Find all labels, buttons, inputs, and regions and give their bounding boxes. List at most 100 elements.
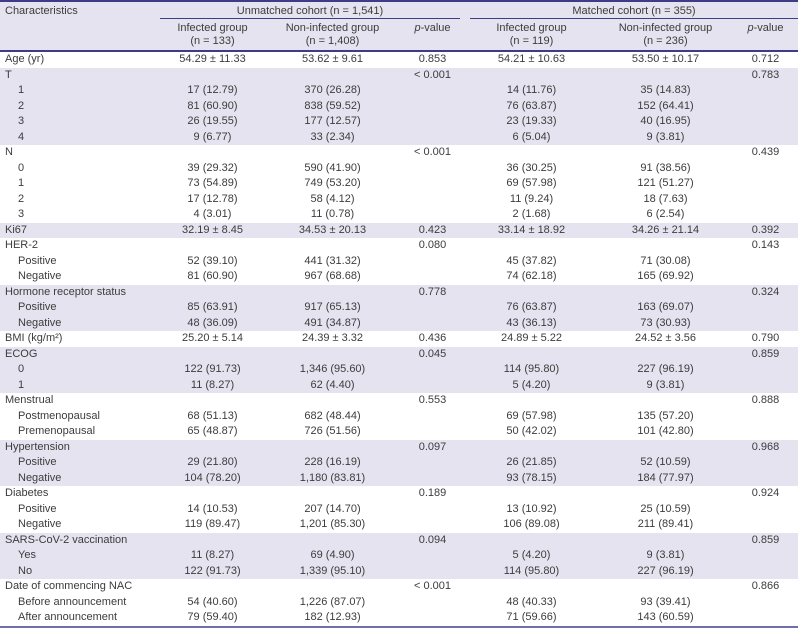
value-cell: 967 (68.68) xyxy=(304,270,361,282)
row-label: Negative xyxy=(18,518,62,530)
value-cell: 1,180 (83.81) xyxy=(265,470,400,486)
table-row: 2 81 (60.90) 838 (59.52) 76 (63.87) 152 (64.… xyxy=(0,98,798,114)
value-cell: 163 (69.07) xyxy=(598,300,733,316)
value-cell: 1,226 (87.07) xyxy=(299,595,366,608)
table-row: Postmenopausal 68 (51.13) 682 (48.44) 69 (5… xyxy=(0,409,798,425)
value-cell: 11 (8.27) xyxy=(160,377,265,393)
value-cell: 54.21 ± 10.63 xyxy=(497,53,566,65)
row-label: N xyxy=(5,146,13,158)
value-cell xyxy=(733,98,798,114)
value-cell: 26 (19.55) xyxy=(160,114,265,130)
value-cell: 4 (3.01) xyxy=(193,208,232,220)
row-label: Hormone receptor status xyxy=(0,284,160,300)
value-cell xyxy=(733,269,798,285)
value-cell: 0.423 xyxy=(400,222,465,238)
value-cell: 370 (26.28) xyxy=(265,83,400,99)
value-cell: 121 (51.27) xyxy=(637,177,694,189)
value-cell xyxy=(160,579,265,595)
value-cell xyxy=(265,486,400,502)
value-cell: 1,201 (85.30) xyxy=(299,518,366,530)
table-row: No 122 (91.73) 1,339 (95.10) 114 (95.80) 227… xyxy=(0,563,798,579)
value-cell xyxy=(400,192,465,208)
value-cell: 68 (51.13) xyxy=(187,409,238,422)
row-label: Premenopausal xyxy=(18,425,96,437)
value-cell xyxy=(733,300,798,316)
value-cell: 9 (6.77) xyxy=(160,129,265,145)
value-cell: 5 (4.20) xyxy=(465,377,598,393)
value-cell: 76 (63.87) xyxy=(465,98,598,114)
value-cell xyxy=(733,114,798,130)
value-cell: 35 (14.83) xyxy=(598,83,733,99)
value-cell: 917 (65.13) xyxy=(265,300,400,316)
row-label: HER-2 xyxy=(5,239,39,251)
value-cell xyxy=(400,161,465,177)
group-header-line1: Non-infected group xyxy=(285,22,380,34)
value-cell: 62 (4.40) xyxy=(265,377,400,393)
row-label: Yes xyxy=(0,548,160,564)
value-cell: 182 (12.93) xyxy=(304,611,361,623)
value-cell xyxy=(465,532,598,548)
value-cell: 0.778 xyxy=(400,284,465,300)
value-cell: 29 (21.80) xyxy=(160,455,265,471)
value-cell: 73 (30.93) xyxy=(598,315,733,331)
table-row: 3 26 (19.55) 177 (12.57) 23 (19.33) 40 (16.9… xyxy=(0,114,798,130)
value-cell xyxy=(598,346,733,362)
value-cell xyxy=(733,377,798,393)
value-cell xyxy=(160,238,265,254)
value-cell xyxy=(465,284,598,300)
table-row: Positive 85 (63.91) 917 (65.13) 76 (63.87) 1… xyxy=(0,300,798,316)
value-cell xyxy=(400,315,465,331)
value-cell: 228 (16.19) xyxy=(265,455,400,471)
table-row: Diabetes 0.189 0.924 xyxy=(0,486,798,502)
table-row: Age (yr) 54.29 ± 11.33 53.62 ± 9.61 0.853 54… xyxy=(0,51,798,68)
group-header-line2: (n = 236) xyxy=(643,35,688,47)
value-cell: 52 (10.59) xyxy=(598,455,733,471)
value-cell: 71 (30.08) xyxy=(640,254,691,267)
row-label: T xyxy=(0,67,160,83)
value-cell: 5 (4.20) xyxy=(465,548,598,564)
value-cell: 152 (64.41) xyxy=(598,98,733,114)
value-cell: 0.853 xyxy=(418,53,447,65)
value-cell: 43 (36.13) xyxy=(465,315,598,331)
cohort-header-row: Characteristics Unmatched cohort (n = 1,… xyxy=(0,1,798,52)
value-cell: 0.189 xyxy=(418,487,447,499)
value-cell xyxy=(733,362,798,378)
value-cell: 0.968 xyxy=(733,439,798,455)
value-cell: 25.20 ± 5.14 xyxy=(181,332,244,344)
value-cell xyxy=(265,532,400,548)
value-cell xyxy=(733,176,798,192)
value-cell: 40 (16.95) xyxy=(598,114,733,130)
value-cell xyxy=(733,161,798,177)
value-cell xyxy=(598,393,733,409)
value-cell: 1,346 (95.60) xyxy=(265,362,400,378)
value-cell xyxy=(160,145,265,161)
table-header: Characteristics Unmatched cohort (n = 1,… xyxy=(0,1,798,52)
value-cell: 24.52 ± 3.56 xyxy=(634,332,697,344)
value-cell: 65 (48.87) xyxy=(187,425,238,437)
value-cell xyxy=(733,424,798,440)
value-cell: 135 (57.20) xyxy=(637,409,694,422)
table-row: Menstrual 0.553 0.888 xyxy=(0,393,798,409)
value-cell: 726 (51.56) xyxy=(304,425,361,437)
value-cell xyxy=(400,455,465,471)
row-label: Negative xyxy=(0,470,160,486)
value-cell: 104 (78.20) xyxy=(160,470,265,486)
value-cell xyxy=(733,595,798,611)
value-cell: 227 (96.19) xyxy=(598,362,733,378)
value-cell xyxy=(733,207,798,223)
value-cell: 36 (30.25) xyxy=(506,161,557,174)
group-header-line1: Infected group xyxy=(177,22,248,34)
value-cell: 48 (40.33) xyxy=(506,595,557,608)
table-row: 1 73 (54.89) 749 (53.20) 69 (57.98) 121 (51.… xyxy=(0,176,798,192)
value-cell xyxy=(465,486,598,502)
value-cell: 39 (29.32) xyxy=(187,161,238,174)
value-cell xyxy=(400,362,465,378)
value-cell: 9 (3.81) xyxy=(598,129,733,145)
value-cell xyxy=(400,207,465,223)
table-row: Positive 52 (39.10) 441 (31.32) 45 (37.82) 7… xyxy=(0,254,798,270)
value-cell: 24.39 ± 3.32 xyxy=(301,332,364,344)
value-cell xyxy=(465,346,598,362)
row-label: Ki67 xyxy=(0,222,160,238)
